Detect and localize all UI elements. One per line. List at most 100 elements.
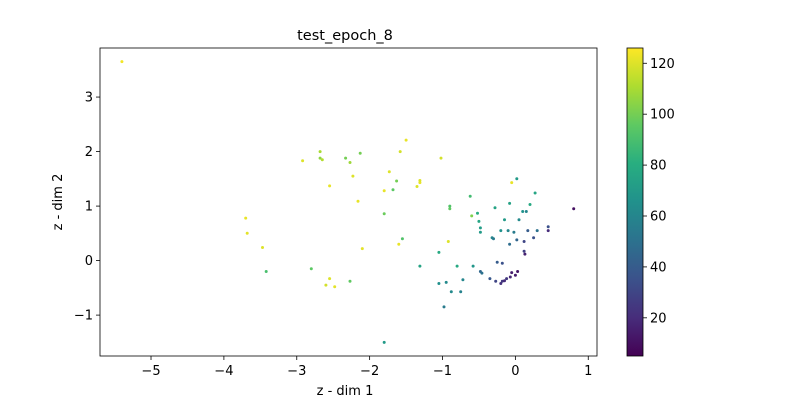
scatter-point: [506, 229, 510, 233]
scatter-point: [437, 250, 441, 254]
scatter-point: [477, 219, 481, 223]
scatter-point: [508, 201, 512, 205]
scatter-point: [391, 188, 395, 192]
scatter-point: [439, 156, 443, 160]
scatter-point: [324, 283, 328, 287]
scatter-point: [418, 181, 422, 185]
scatter-point: [524, 210, 528, 213]
scatter-point: [318, 150, 322, 154]
scatter-point: [493, 206, 497, 210]
scatter-point: [523, 252, 527, 256]
x-tick-label: −4: [214, 364, 233, 379]
scatter-point: [328, 277, 332, 281]
x-tick-label: −1: [433, 364, 452, 379]
scatter-point: [120, 60, 124, 64]
x-tick-label: 0: [511, 364, 519, 379]
scatter-point: [526, 229, 530, 233]
scatter-point: [546, 225, 550, 229]
colorbar-tick-label: 100: [650, 108, 675, 123]
scatter-point: [513, 273, 517, 277]
scatter-point: [244, 216, 248, 220]
scatter-point: [446, 240, 450, 243]
scatter-point: [535, 229, 539, 233]
scatter-point: [418, 179, 422, 182]
scatter-point: [476, 211, 479, 215]
scatter-point: [400, 237, 404, 241]
scatter-point: [528, 203, 532, 206]
scatter-point: [318, 156, 322, 160]
colorbar-gradient: [626, 47, 644, 357]
y-axis-ticks: −1 0 1 2 3: [74, 91, 100, 324]
scatter-point: [448, 207, 452, 211]
scatter-point: [320, 158, 324, 162]
scatter-point: [418, 264, 422, 268]
x-axis-ticks: −5 −4 −3 −2 −1 0 1: [141, 356, 592, 379]
scatter-point: [461, 278, 465, 282]
scatter-point: [516, 270, 520, 273]
scatter-point: [261, 246, 264, 249]
scatter-point: [442, 305, 446, 309]
scatter-point: [415, 185, 419, 188]
scatter-point: [572, 207, 576, 211]
scatter-point: [478, 226, 482, 230]
scatter-point: [437, 282, 441, 285]
scatter-point: [510, 271, 514, 275]
scatter-point: [356, 199, 360, 203]
scatter-point: [503, 279, 506, 283]
scatter-point: [404, 138, 408, 142]
scatter-point: [382, 340, 386, 344]
scatter-point: [522, 240, 526, 243]
scatter-point: [500, 261, 504, 265]
scatter-point: [505, 277, 509, 281]
scatter-point: [494, 279, 498, 283]
y-tick-label: 0: [85, 254, 93, 269]
colorbar-ticks: 20 40 60 80 100 120: [643, 57, 675, 326]
scatter-point: [344, 156, 348, 160]
scatter-point: [395, 179, 399, 183]
scatter-point: [470, 214, 474, 218]
colorbar-tick-label: 20: [650, 311, 667, 326]
scatter-point: [533, 191, 537, 195]
scatter-point: [492, 237, 495, 241]
scatter-point: [360, 247, 364, 251]
y-axis-label: z - dim 2: [51, 174, 66, 231]
scatter-point: [449, 290, 453, 294]
scatter-point: [468, 194, 472, 198]
x-tick-label: −3: [287, 364, 306, 379]
scatter-point: [521, 210, 525, 213]
scatter-point: [508, 242, 512, 246]
data-points: [120, 60, 576, 344]
scatter-point: [301, 159, 305, 163]
scatter-point: [387, 170, 391, 174]
chart-title: test_epoch_8: [297, 28, 393, 44]
scatter-point: [358, 151, 362, 155]
scatter-point: [382, 212, 386, 216]
scatter-point: [480, 271, 484, 275]
scatter-point: [488, 277, 492, 281]
scatter-point: [309, 267, 313, 271]
scatter-point: [328, 184, 332, 188]
scatter-point: [398, 150, 402, 154]
scatter-point: [397, 242, 401, 246]
y-tick-label: 3: [85, 91, 93, 106]
scatter-point: [382, 189, 386, 193]
scatter-point: [499, 229, 503, 233]
scatter-point: [510, 181, 514, 185]
scatter-point: [448, 204, 452, 208]
scatter-point: [515, 177, 519, 181]
scatter-point: [444, 280, 448, 284]
scatter-point: [471, 264, 475, 268]
scatter-point: [512, 230, 516, 234]
scatter-point: [245, 231, 249, 235]
scatter-point: [333, 285, 337, 289]
colorbar-tick-label: 120: [650, 57, 675, 72]
x-tick-label: −5: [141, 364, 160, 379]
scatter-point: [522, 249, 526, 253]
scatter-point: [478, 230, 482, 234]
scatter-point: [351, 174, 355, 178]
scatter-point: [515, 238, 519, 242]
scatter-point: [499, 282, 503, 285]
scatter-point: [503, 218, 506, 222]
scatter-point: [459, 290, 463, 294]
